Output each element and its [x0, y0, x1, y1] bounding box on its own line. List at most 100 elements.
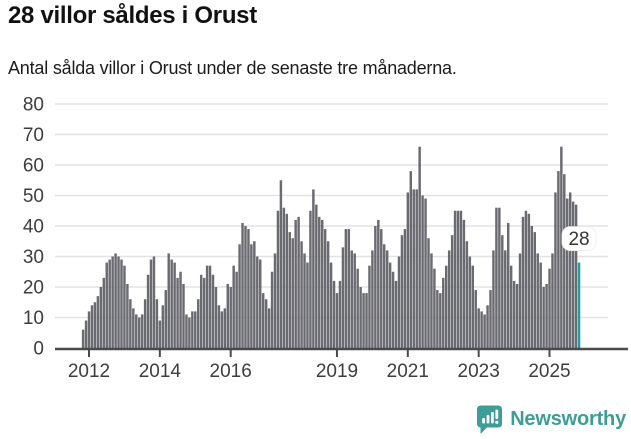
bar [149, 259, 153, 348]
bar [300, 241, 303, 348]
bar [391, 271, 395, 348]
bar [377, 219, 380, 348]
bar [483, 314, 486, 348]
bar [267, 308, 271, 348]
y-tick-label: 30 [23, 247, 44, 268]
bar [442, 277, 445, 348]
bar [444, 265, 448, 348]
bar [512, 280, 516, 348]
bar [297, 216, 300, 348]
bar [158, 320, 162, 348]
y-tick-label: 60 [23, 156, 44, 177]
bar [359, 287, 362, 348]
bar [126, 283, 129, 348]
bar [356, 268, 359, 348]
bar [279, 180, 283, 348]
bar [365, 293, 368, 348]
bar [450, 235, 454, 348]
bar [238, 244, 241, 348]
bar [418, 146, 421, 348]
bar [120, 259, 123, 348]
y-tick-label: 80 [23, 95, 44, 116]
chart-title: 28 villor såldes i Orust [8, 2, 257, 29]
bar [235, 271, 238, 348]
bar [344, 229, 348, 348]
bar [400, 235, 404, 348]
bar [468, 256, 472, 348]
bar [560, 146, 563, 348]
bar [527, 213, 531, 348]
bar [338, 280, 342, 348]
y-tick-label: 70 [23, 125, 44, 146]
bar [371, 250, 374, 348]
bar [383, 244, 386, 348]
bar [439, 293, 442, 348]
bar [524, 210, 528, 348]
brand-name: Newsworthy [510, 407, 626, 430]
bar [253, 241, 256, 348]
bar [135, 314, 138, 348]
bar [303, 253, 306, 348]
bar [536, 253, 539, 348]
bar [161, 305, 165, 348]
bar [397, 256, 401, 348]
bar [282, 207, 286, 348]
bar [521, 216, 525, 348]
bar [214, 287, 218, 348]
bar [329, 262, 333, 348]
bar [220, 311, 224, 348]
x-tick-label: 2016 [210, 361, 252, 382]
bar [114, 253, 117, 348]
bar [96, 296, 100, 348]
bar [530, 226, 534, 348]
bar [176, 277, 179, 348]
value-callout-label: 28 [568, 229, 589, 250]
bar [554, 192, 557, 348]
bar [137, 317, 141, 348]
bar [241, 222, 244, 348]
bar [492, 250, 495, 348]
bar [412, 189, 415, 348]
bar [199, 274, 203, 348]
bar [498, 207, 501, 348]
bar [179, 271, 182, 348]
bar [462, 219, 466, 348]
highlight-bar [577, 262, 581, 348]
bar [105, 262, 108, 348]
bar [223, 308, 227, 348]
y-tick-label: 20 [23, 278, 44, 299]
bar [318, 216, 321, 348]
x-tick-label: 2023 [458, 361, 500, 382]
bar [374, 226, 377, 348]
bar [182, 283, 185, 348]
bar [285, 213, 289, 348]
bar [205, 265, 209, 348]
bar [309, 210, 312, 348]
bar [84, 320, 88, 348]
bar [551, 253, 554, 348]
bar [117, 256, 120, 348]
bar [99, 287, 103, 348]
bar [164, 290, 168, 348]
bar [326, 241, 330, 348]
bar [368, 265, 371, 348]
bar [191, 311, 194, 348]
y-tick-label: 10 [23, 308, 44, 329]
bar [229, 287, 232, 348]
bar [185, 314, 188, 348]
bar [424, 198, 427, 348]
bar [474, 290, 477, 348]
bar [129, 299, 132, 348]
bar [288, 232, 291, 348]
x-tick-label: 2021 [387, 361, 429, 382]
bar [539, 262, 542, 348]
bar [226, 283, 229, 348]
bar [132, 308, 135, 348]
bar [504, 250, 507, 348]
chart-subtitle: Antal sålda villor i Orust under de sena… [8, 58, 457, 78]
bar [335, 293, 339, 348]
bar [409, 171, 413, 348]
bar [140, 314, 144, 348]
